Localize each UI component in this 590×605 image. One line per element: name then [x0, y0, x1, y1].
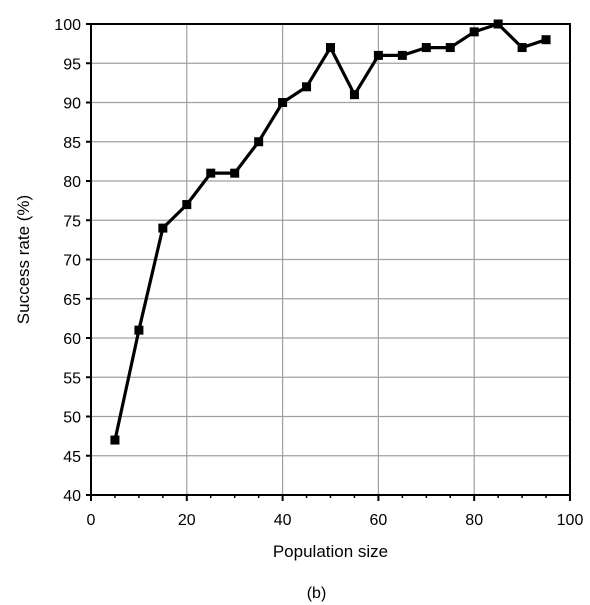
x-tick-label: 100 — [557, 512, 584, 529]
data-point-marker — [302, 82, 312, 92]
y-tick-label: 55 — [63, 370, 81, 387]
y-tick-label: 40 — [63, 488, 81, 505]
data-point-marker — [421, 43, 431, 53]
y-tick-label: 95 — [63, 56, 81, 73]
y-axis-ticks: 40 45 50 55 60 65 70 75 80 85 90 95 100 — [54, 17, 91, 505]
series-group — [110, 19, 551, 445]
y-tick-label: 60 — [63, 331, 81, 348]
figure-caption: (b) — [307, 585, 327, 602]
y-tick-label: 100 — [54, 17, 81, 34]
data-point-marker — [230, 168, 240, 178]
x-tick-label: 40 — [274, 512, 292, 529]
x-axis-ticks: 0 20 40 60 80 100 — [87, 495, 584, 529]
y-axis-title: Success rate (%) — [14, 195, 33, 324]
data-point-marker — [182, 200, 192, 210]
y-tick-label: 45 — [63, 449, 81, 466]
data-point-marker — [134, 325, 144, 335]
x-axis-title: Population size — [273, 542, 388, 561]
data-point-marker — [254, 137, 264, 147]
y-tick-label: 75 — [63, 213, 81, 230]
data-point-marker — [445, 43, 455, 53]
data-point-marker — [373, 50, 383, 60]
x-tick-label: 0 — [87, 512, 96, 529]
data-point-marker — [541, 35, 551, 45]
data-point-marker — [397, 50, 407, 60]
y-tick-label: 70 — [63, 253, 81, 270]
x-tick-label: 60 — [370, 512, 388, 529]
data-point-marker — [493, 19, 503, 29]
y-tick-label: 65 — [63, 292, 81, 309]
x-tick-label: 80 — [465, 512, 483, 529]
data-point-marker — [469, 27, 479, 37]
data-point-marker — [206, 168, 216, 178]
data-point-marker — [278, 98, 288, 107]
data-point-marker — [517, 43, 527, 53]
data-point-marker — [110, 435, 120, 445]
x-tick-label: 20 — [178, 512, 196, 529]
gridlines — [91, 24, 570, 495]
y-tick-label: 90 — [63, 96, 81, 113]
y-tick-label: 80 — [63, 174, 81, 191]
data-point-marker — [158, 223, 168, 233]
data-point-marker — [349, 90, 359, 100]
y-tick-label: 85 — [63, 135, 81, 152]
y-tick-label: 50 — [63, 410, 81, 427]
data-point-marker — [326, 43, 335, 53]
